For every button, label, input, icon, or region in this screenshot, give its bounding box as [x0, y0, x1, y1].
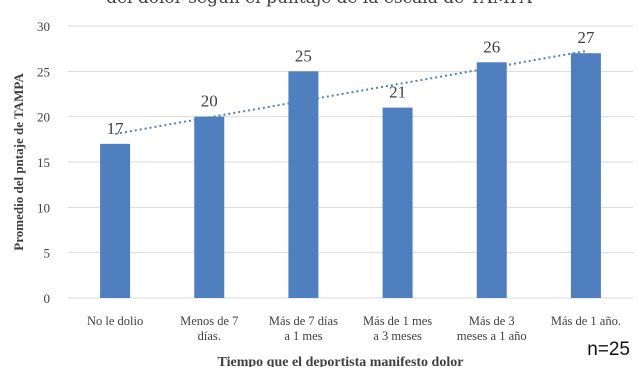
data-label: 26 — [483, 37, 500, 56]
x-tick-label: Más de 1 año. — [551, 314, 621, 328]
x-tick-label: Más de 7 días a 1 mes — [269, 314, 338, 343]
y-tick-label: 25 — [37, 64, 50, 79]
y-tick-label: 30 — [37, 19, 50, 34]
x-tick-label: Más de 1 mes a 3 meses — [363, 314, 432, 343]
data-label: 17 — [107, 119, 125, 138]
y-axis-title: Promedio del pntaje de TAMPA — [11, 73, 26, 251]
bar — [570, 53, 601, 299]
y-tick-label: 0 — [44, 291, 51, 306]
x-tick-label: Más de 3 meses a 1 año — [457, 314, 527, 343]
trendline — [114, 50, 587, 135]
data-label: 21 — [389, 83, 406, 102]
y-tick-label: 5 — [44, 246, 51, 261]
bar — [100, 143, 131, 298]
bar — [382, 107, 413, 298]
sample-size-annotation: n=25 — [587, 339, 630, 360]
y-tick-label: 20 — [37, 110, 50, 125]
data-label: 25 — [295, 46, 312, 65]
data-label: 20 — [201, 92, 218, 111]
x-tick-label: Menos de 7 días. — [180, 314, 238, 343]
bar — [288, 71, 319, 298]
bar — [476, 62, 507, 299]
x-axis-title: Tiempo que el deportista manifesto dolor — [218, 355, 464, 367]
chart-title: del dolor según el puntaje de la escala … — [0, 0, 638, 8]
bar — [194, 116, 225, 299]
data-label: 27 — [577, 28, 595, 47]
y-tick-label: 10 — [37, 200, 50, 215]
y-tick-label: 15 — [37, 155, 50, 170]
x-tick-label: No le dolio — [87, 314, 143, 328]
